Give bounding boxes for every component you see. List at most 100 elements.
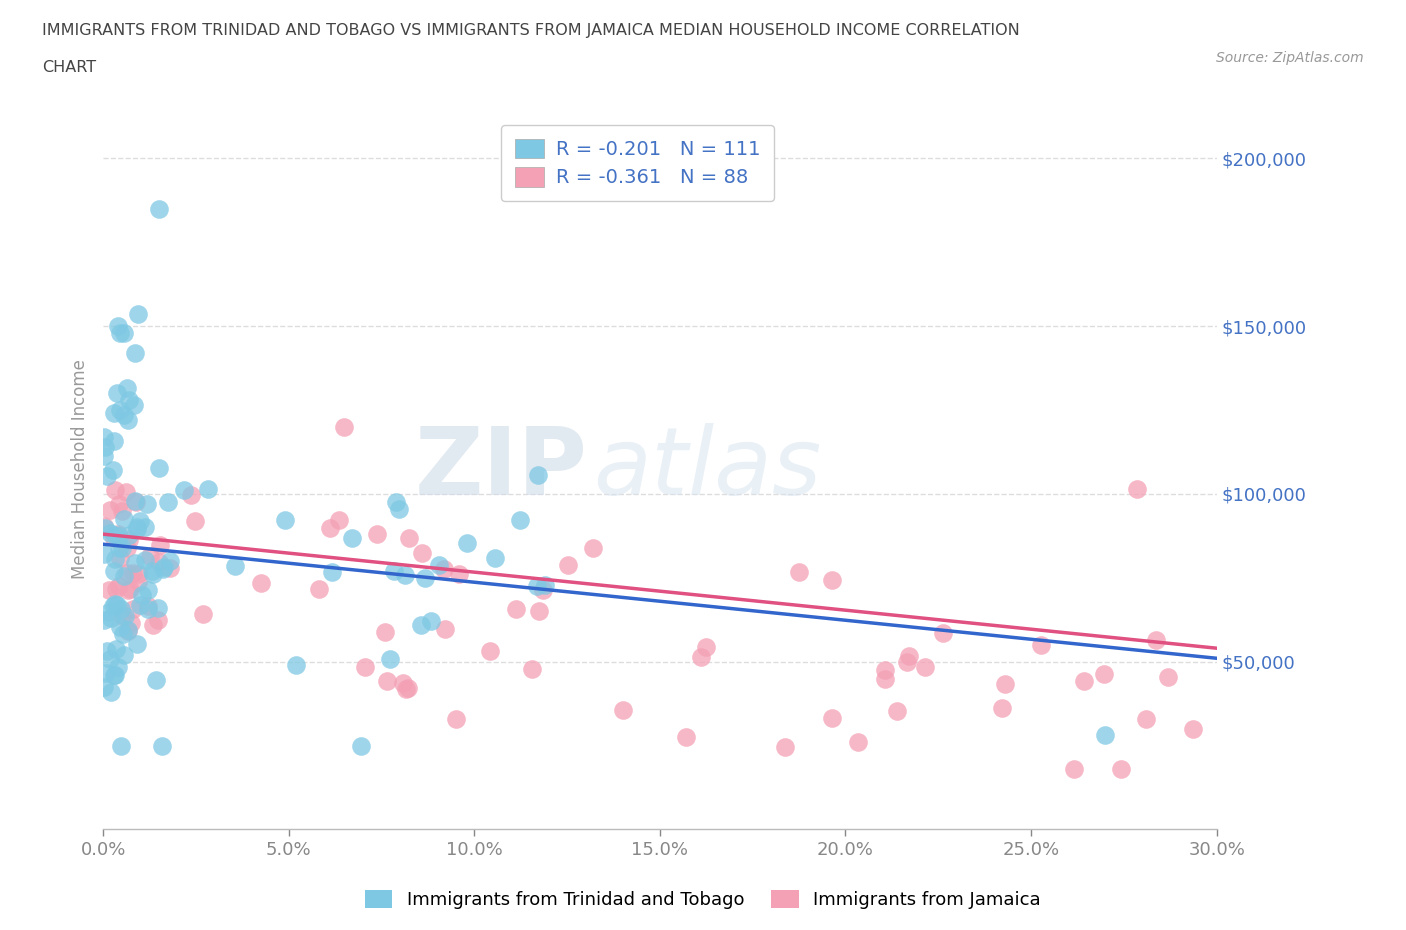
Point <box>100 503 122 518</box>
Text: CHART: CHART <box>42 60 96 75</box>
Point <box>350 738 373 753</box>
Point <box>1029 638 1052 653</box>
Point <box>112 326 135 340</box>
Point <box>427 558 450 573</box>
Point <box>1092 667 1115 682</box>
Point <box>112 407 135 422</box>
Point <box>274 512 297 527</box>
Point <box>96 469 118 484</box>
Point <box>125 636 148 651</box>
Point <box>122 602 145 617</box>
Point <box>484 551 506 565</box>
Point <box>103 668 125 683</box>
Point <box>873 671 896 686</box>
Point <box>148 554 170 569</box>
Point <box>374 625 396 640</box>
Point <box>675 730 697 745</box>
Point <box>94 439 117 454</box>
Legend: Immigrants from Trinidad and Tobago, Immigrants from Jamaica: Immigrants from Trinidad and Tobago, Imm… <box>359 883 1047 916</box>
Point <box>284 658 307 672</box>
Point <box>93 518 115 533</box>
Point <box>101 598 124 613</box>
Point <box>122 565 145 580</box>
Point <box>107 526 129 541</box>
Point <box>308 581 330 596</box>
Point <box>191 606 214 621</box>
Point <box>527 467 550 482</box>
Point <box>612 703 634 718</box>
Point <box>110 602 132 617</box>
Point <box>127 307 149 322</box>
Point <box>111 627 134 642</box>
Text: IMMIGRANTS FROM TRINIDAD AND TOBAGO VS IMMIGRANTS FROM JAMAICA MEDIAN HOUSEHOLD : IMMIGRANTS FROM TRINIDAD AND TOBAGO VS I… <box>42 23 1019 38</box>
Point <box>505 602 527 617</box>
Point <box>773 739 796 754</box>
Point <box>136 602 159 617</box>
Point <box>136 497 159 512</box>
Point <box>142 618 165 632</box>
Point <box>387 501 409 516</box>
Point <box>527 604 550 618</box>
Point <box>117 623 139 638</box>
Point <box>118 527 141 542</box>
Point <box>1126 482 1149 497</box>
Point <box>153 559 176 574</box>
Point <box>118 533 141 548</box>
Point <box>394 568 416 583</box>
Point <box>150 738 173 753</box>
Point <box>118 392 141 407</box>
Point <box>131 588 153 603</box>
Point <box>115 485 138 499</box>
Point <box>122 397 145 412</box>
Point <box>107 540 129 555</box>
Point <box>103 434 125 449</box>
Point <box>1181 722 1204 737</box>
Point <box>108 497 131 512</box>
Point <box>1135 711 1157 726</box>
Point <box>104 596 127 611</box>
Point <box>112 568 135 583</box>
Point <box>94 666 117 681</box>
Point <box>1144 633 1167 648</box>
Point <box>787 565 810 579</box>
Point <box>112 647 135 662</box>
Point <box>127 566 149 581</box>
Point <box>534 578 557 592</box>
Point <box>117 624 139 639</box>
Point <box>145 672 167 687</box>
Point <box>873 662 896 677</box>
Point <box>991 701 1014 716</box>
Point <box>689 650 711 665</box>
Point <box>103 405 125 420</box>
Point <box>152 562 174 577</box>
Point <box>134 552 156 567</box>
Point <box>104 551 127 566</box>
Point <box>103 531 125 546</box>
Text: ZIP: ZIP <box>415 423 588 514</box>
Point <box>110 738 132 753</box>
Point <box>328 512 350 527</box>
Point <box>557 558 579 573</box>
Point <box>141 564 163 578</box>
Point <box>1094 728 1116 743</box>
Text: Source: ZipAtlas.com: Source: ZipAtlas.com <box>1216 51 1364 65</box>
Point <box>447 566 470 581</box>
Point <box>366 526 388 541</box>
Point <box>142 567 165 582</box>
Point <box>110 540 132 555</box>
Point <box>932 626 955 641</box>
Point <box>197 482 219 497</box>
Point <box>148 201 170 216</box>
Point <box>108 551 131 565</box>
Point <box>100 611 122 626</box>
Point <box>146 612 169 627</box>
Point <box>398 530 420 545</box>
Point <box>1111 762 1133 777</box>
Point <box>104 668 127 683</box>
Point <box>897 648 920 663</box>
Point <box>479 644 502 658</box>
Point <box>108 326 131 340</box>
Point <box>114 608 136 623</box>
Point <box>94 521 117 536</box>
Point <box>846 735 869 750</box>
